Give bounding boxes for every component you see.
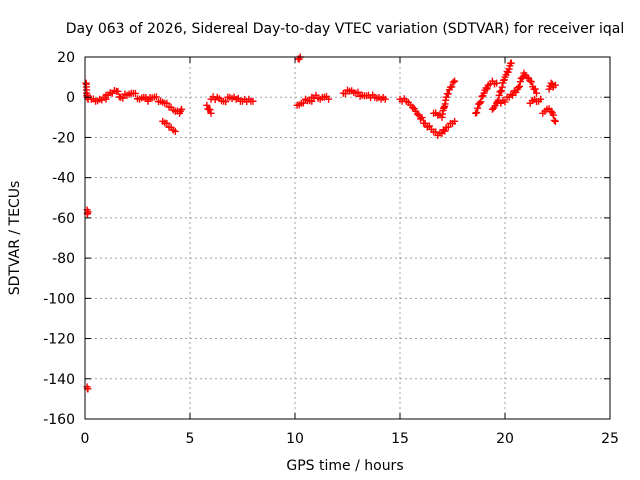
data-point-marker [448,83,456,91]
data-point-marker [476,99,484,107]
data-point-marker [451,117,459,125]
data-point-marker [533,89,540,97]
data-point-marker [496,88,504,96]
x-tick-label: 10 [286,431,304,447]
data-point-marker [547,107,555,115]
data-point-marker [163,119,171,127]
data-point-marker [299,99,307,107]
y-tick-label: -60 [52,211,75,227]
data-point-marker [441,127,449,135]
data-point-marker [206,106,214,114]
y-tick-label: -100 [43,291,75,307]
data-point-marker [547,79,555,87]
data-point-marker [421,119,429,127]
data-point-marker [550,116,558,124]
data-point-marker [178,105,186,113]
data-point-marker [354,88,362,96]
data-point-marker [510,87,518,95]
data-point-marker [551,81,559,89]
x-tick-label: 25 [601,431,619,447]
data-point-marker [203,101,211,109]
data-point-marker [222,98,230,106]
data-point-marker [477,98,485,106]
x-tick-label: 20 [496,431,514,447]
y-tick-label: -140 [43,372,75,388]
y-tick-label: -80 [52,251,75,267]
data-point-marker [84,385,92,393]
data-point-marker [515,83,522,91]
y-tick-label: 20 [57,50,75,66]
data-point-marker [537,95,545,103]
data-point-marker [515,82,523,90]
data-point-marker [501,98,509,106]
data-point-marker [474,104,482,112]
x-tick-label: 0 [81,431,90,447]
data-point-marker [413,110,421,118]
y-axis-label: SDTVAR / TECUs [7,181,23,296]
data-point-marker [207,109,215,117]
data-point-marker [444,90,452,98]
y-axis-ticks: 20 0 -20 -40 -60 -80 -100 -120 -140 -160 [43,50,610,428]
y-tick-label: -20 [52,130,75,146]
y-tick-label: 0 [66,90,75,106]
data-point-marker [527,78,535,86]
gridlines [85,57,610,419]
x-axis-ticks: 0 5 10 15 20 25 [81,57,619,447]
data-point-marker [488,105,496,113]
data-point-marker [518,74,526,82]
data-point-marker [114,87,122,95]
data-point-marker [495,91,503,99]
chart-title: Day 063 of 2026, Sidereal Day-to-day VTE… [66,21,624,37]
data-point-marker [444,123,452,131]
data-point-marker [504,68,512,76]
data-point-marker [119,94,127,102]
data-point-marker [163,99,171,107]
data-point-marker [409,103,417,111]
data-point-marker [473,109,481,117]
data-point-marker [451,77,459,85]
x-axis-label: GPS time / hours [286,458,403,474]
data-point-marker [131,89,139,97]
data-point-marker [152,93,160,101]
data-point-marker [483,85,491,93]
data-point-marker [472,109,480,117]
y-tick-label: -160 [43,412,75,428]
data-points [82,53,559,393]
x-tick-label: 5 [186,431,195,447]
data-point-marker [325,95,333,103]
data-point-marker [416,115,424,123]
y-tick-label: -40 [52,171,75,187]
data-point-marker [493,79,501,87]
data-point-marker [84,208,92,216]
data-point-marker [551,117,559,125]
data-point-marker [418,114,426,122]
plot-frame [84,56,611,420]
x-tick-label: 15 [391,431,409,447]
data-point-marker [341,90,349,98]
data-point-marker [507,59,515,67]
y-tick-label: -120 [43,332,75,348]
data-point-marker [381,95,389,103]
data-point-marker [531,85,539,93]
data-point-marker [449,78,457,86]
data-point-marker [249,97,257,105]
data-point-marker [171,127,179,135]
data-point-marker [549,111,557,119]
